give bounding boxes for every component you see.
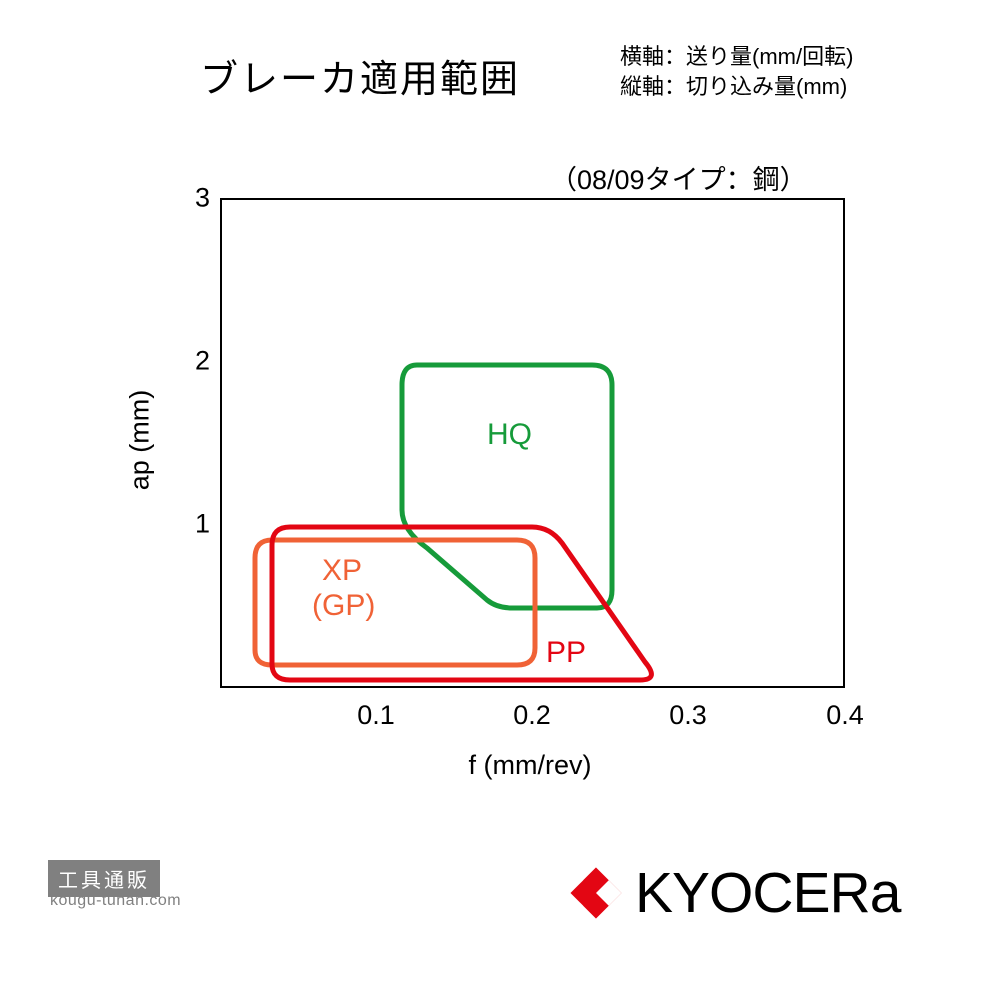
ytick-1: 1 (195, 509, 210, 540)
pp-label: PP (546, 636, 586, 669)
chart-svg: HQ XP (GP) PP (222, 200, 847, 690)
ytick-2: 2 (195, 346, 210, 377)
axis-legend-y: 縦軸：切り込み量(mm) (620, 72, 853, 102)
chart-title: ブレーカ適用範囲 (200, 48, 520, 103)
xtick-04: 0.4 (826, 700, 864, 731)
xtick-02: 0.2 (513, 700, 551, 731)
axis-legend-x: 横軸：送り量(mm/回転) (620, 42, 853, 72)
kyocera-logo: KYOCERa (567, 860, 900, 926)
hq-label: HQ (487, 418, 532, 451)
x-axis-label: f (mm/rev) (469, 750, 592, 781)
chart-subtitle: （08/09タイプ：鋼） (550, 158, 807, 197)
xp-label-1: XP (322, 554, 362, 587)
chart-area: HQ XP (GP) PP (220, 198, 845, 688)
kyocera-logo-icon (567, 864, 625, 922)
xtick-01: 0.1 (357, 700, 395, 731)
y-axis-label: ap (mm) (125, 390, 156, 491)
xp-label-2: (GP) (312, 589, 375, 622)
axis-legend: 横軸：送り量(mm/回転) 縦軸：切り込み量(mm) (620, 42, 853, 101)
kyocera-logo-text: KYOCERa (635, 860, 900, 926)
watermark-url: kougu-tuhan.com (50, 892, 181, 910)
ytick-3: 3 (195, 183, 210, 214)
xtick-03: 0.3 (669, 700, 707, 731)
